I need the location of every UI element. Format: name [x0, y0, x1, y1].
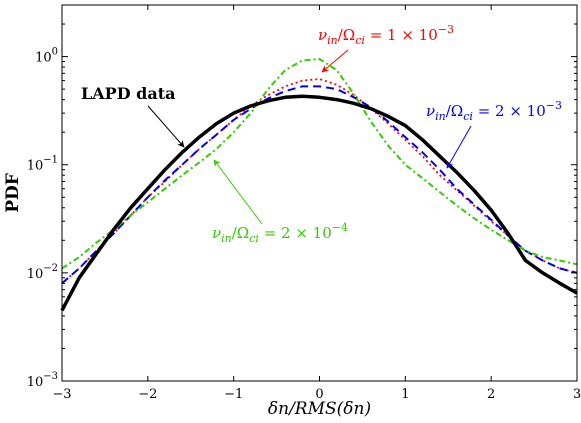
arrow-blue [446, 125, 472, 169]
annotation-lapd: LAPD data [81, 84, 175, 103]
x-tick-label: 2 [487, 387, 495, 402]
x-tick-label: 1 [401, 387, 409, 402]
series-line-0 [60, 94, 578, 312]
annotations: LAPD data νin/Ωci = 1 × 10−3 νin/Ωci = 2 ×… [81, 23, 562, 245]
y-axis-label: PDF [3, 173, 23, 213]
y-ticks: 10−3 10−2 10−1 100 [27, 4, 577, 390]
y-tick-label: 10−3 [27, 371, 58, 390]
annotation-red: νin/Ωci = 1 × 10−3 [318, 23, 454, 47]
annotation-blue: νin/Ωci = 2 × 10−3 [426, 99, 562, 123]
plot-frame [61, 4, 578, 382]
x-tick-label: −2 [138, 387, 157, 402]
arrow-red [321, 49, 349, 73]
series-line-3 [61, 58, 578, 270]
annotation-green: νin/Ωci = 2 × 10−4 [212, 221, 348, 245]
y-tick-label: 100 [35, 47, 58, 66]
arrow-green [213, 159, 263, 225]
y-tick-label: 10−2 [27, 263, 58, 282]
series-line-2 [61, 85, 578, 285]
arrow-lapd [147, 105, 185, 148]
y-tick-label: 10−1 [27, 155, 58, 174]
x-tick-label: 3 [573, 387, 581, 402]
series-group [60, 58, 578, 312]
x-ticks: −3 −2 −1 0 1 2 3 [52, 5, 581, 402]
x-axis-label: δn/RMS(δn) [268, 399, 371, 419]
x-tick-label: −3 [52, 387, 71, 402]
x-tick-label: 0 [315, 387, 323, 402]
x-tick-label: −1 [224, 387, 243, 402]
